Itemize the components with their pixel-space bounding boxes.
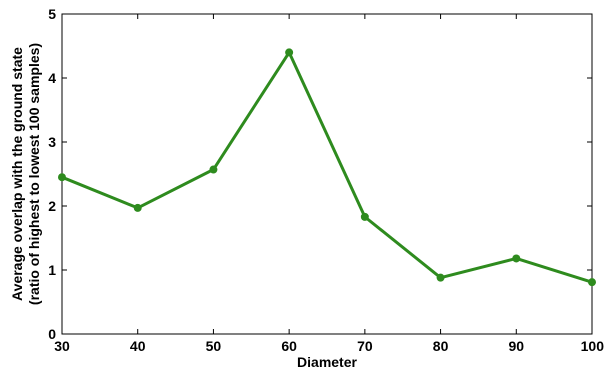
x-tick-label: 90 <box>508 338 524 354</box>
x-tick-label: 30 <box>54 338 70 354</box>
data-point <box>512 254 520 262</box>
x-tick-label: 70 <box>357 338 373 354</box>
y-tick-label: 2 <box>48 198 56 214</box>
x-tick-label: 60 <box>281 338 297 354</box>
y-axis-title-line2: (ratio of highest to lowest 100 samples) <box>26 43 42 305</box>
data-point <box>361 213 369 221</box>
data-point <box>437 274 445 282</box>
data-point <box>588 278 596 286</box>
x-tick-label: 80 <box>433 338 449 354</box>
data-point <box>134 204 142 212</box>
data-point <box>285 48 293 56</box>
plot-frame <box>62 14 592 334</box>
plot-border <box>62 14 592 334</box>
series-group <box>58 48 596 286</box>
x-axis-title: Diameter <box>297 354 357 370</box>
x-tick-label: 50 <box>206 338 222 354</box>
y-tick-label: 4 <box>48 70 56 86</box>
y-tick-label: 1 <box>48 262 56 278</box>
x-tick-label: 100 <box>581 338 605 354</box>
data-point <box>58 173 66 181</box>
data-point <box>209 166 217 174</box>
series-line <box>62 52 592 282</box>
x-axis: 30 40 50 60 70 80 90 100 <box>54 14 604 354</box>
y-tick-label: 5 <box>48 6 56 22</box>
x-tick-label: 40 <box>130 338 146 354</box>
y-tick-label: 3 <box>48 134 56 150</box>
y-axis-title-line1: Average overlap with the ground state <box>9 47 25 301</box>
